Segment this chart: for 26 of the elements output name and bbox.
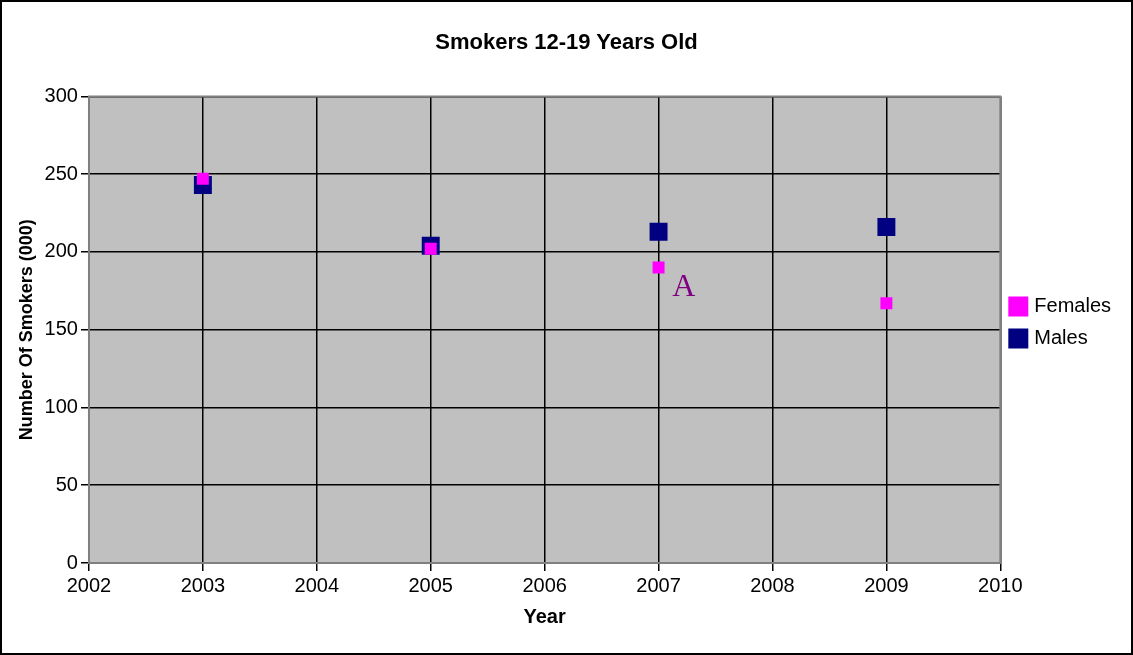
point	[880, 297, 893, 310]
point	[649, 222, 668, 241]
x-tick-label: 2002	[66, 573, 112, 596]
legend-label: Males	[1034, 326, 1088, 349]
y-tick-label: 0	[66, 550, 78, 573]
x-tick-label: 2003	[180, 573, 226, 596]
x-tick-label: 2004	[294, 573, 340, 596]
y-tick-label: 300	[44, 83, 78, 106]
x-axis-title: Year	[523, 604, 566, 627]
y-axis-title: Number Of Smokers (000)	[15, 219, 36, 441]
chart-title: Smokers 12-19 Years Old	[435, 29, 698, 55]
x-tick-label: 2007	[636, 573, 681, 596]
annotation: A	[672, 267, 696, 304]
x-tick-label: 2008	[750, 573, 795, 596]
y-tick-label: 200	[44, 239, 78, 262]
y-tick-label: 150	[44, 317, 78, 340]
point	[652, 261, 665, 274]
y-tick-label: 100	[44, 394, 78, 417]
y-tick-label: 250	[44, 161, 78, 184]
x-tick-label: 2005	[408, 573, 453, 596]
x-tick-label: 2006	[522, 573, 567, 596]
legend-label: Females	[1034, 294, 1112, 317]
x-tick-label: 2010	[978, 573, 1023, 596]
point	[877, 218, 896, 237]
y-tick-label: 50	[55, 472, 78, 495]
x-tick-label: 2009	[864, 573, 909, 596]
